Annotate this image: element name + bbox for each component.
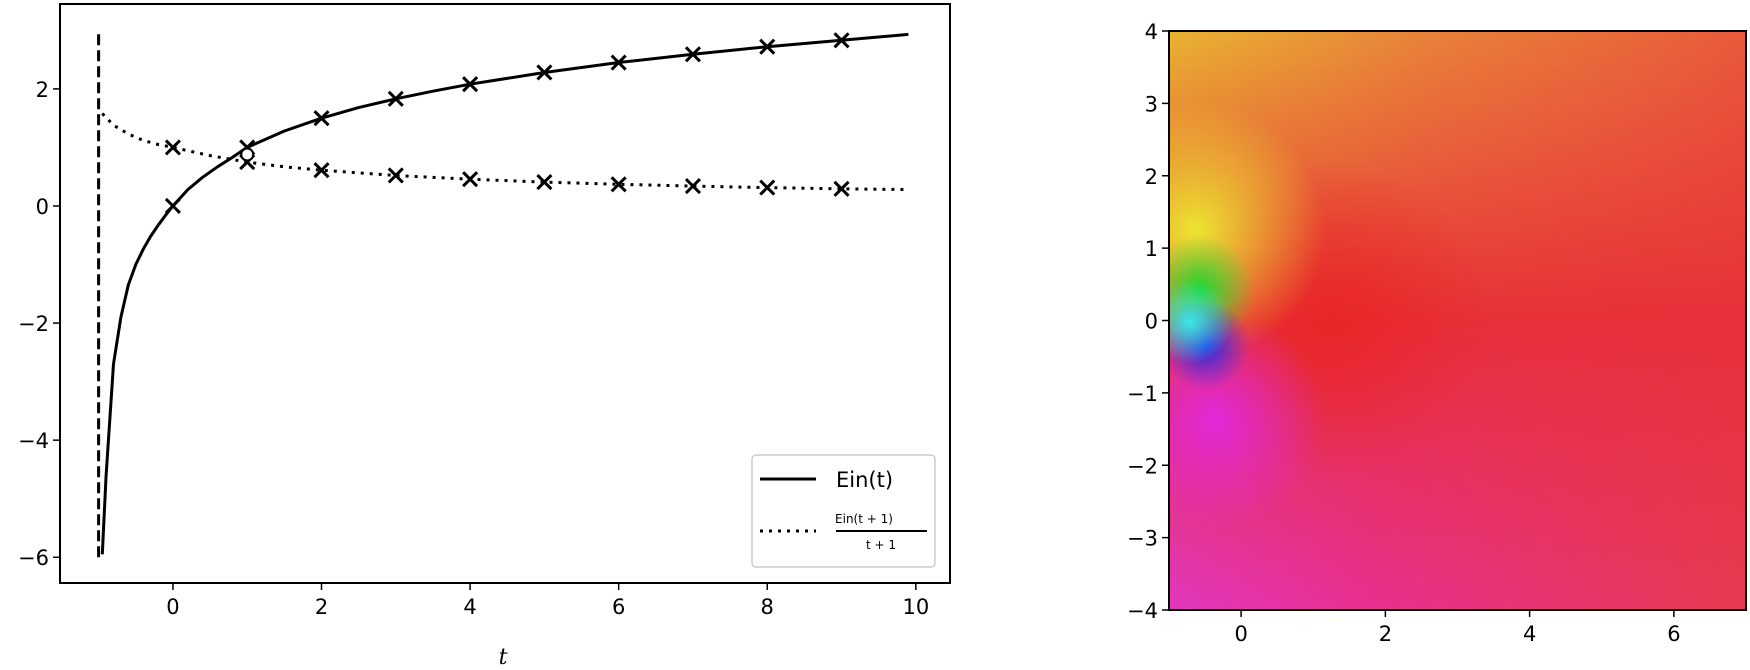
x-marker-icon <box>462 76 479 93</box>
legend-frame <box>751 454 936 568</box>
legend-entry-ratio-denominator: t + 1 <box>866 538 896 552</box>
x-marker-icon <box>759 179 776 196</box>
legend: Ein(t) Ein(t + 1) t + 1 <box>751 454 936 568</box>
legend-entry-ratio-numerator: Ein(t + 1) <box>835 512 893 526</box>
y-tick-label: 1 <box>1145 237 1158 261</box>
domain-coloring-image <box>1169 31 1746 610</box>
x-tick-label: 6 <box>1667 622 1680 646</box>
x-marker-icon <box>610 176 627 193</box>
y-tick-label: 0 <box>1145 310 1158 334</box>
x-tick-label: 6 <box>612 595 625 619</box>
series-line-dotted <box>101 112 909 192</box>
right-chart-y-ticks: −4 −3 −2 −1 0 1 2 3 4 <box>1127 20 1169 623</box>
left-chart: 0 2 4 6 8 10 −6 −4 −2 0 2 t Ein(t) Ein(t + 1) t +… <box>18 3 951 670</box>
y-tick-label: −4 <box>1127 599 1158 623</box>
x-marker-icon <box>536 64 553 81</box>
x-marker-icon <box>462 171 479 188</box>
legend-entry-ein: Ein(t) <box>836 468 893 492</box>
y-tick-label: 2 <box>36 78 49 102</box>
y-tick-label: −2 <box>1127 454 1158 478</box>
right-chart: 0 2 4 6 −4 −3 −2 −1 0 1 2 3 4 <box>1127 20 1747 646</box>
x-marker-icon <box>313 110 330 127</box>
x-tick-label: 4 <box>1523 622 1536 646</box>
x-tick-label: 8 <box>761 595 774 619</box>
x-marker-icon <box>684 46 702 63</box>
x-tick-label: 0 <box>1234 622 1247 646</box>
x-marker-icon <box>164 139 181 156</box>
left-chart-y-ticks: −6 −4 −2 0 2 <box>18 78 60 570</box>
x-marker-icon <box>164 197 181 215</box>
x-tick-label: 2 <box>315 595 328 619</box>
x-marker-icon <box>387 90 404 107</box>
x-marker-icon <box>759 38 776 55</box>
open-circle-marker-icon <box>240 147 255 162</box>
x-marker-icon <box>313 162 330 179</box>
left-chart-x-ticks: 0 2 4 6 8 10 <box>166 583 929 619</box>
x-tick-label: 10 <box>902 595 929 619</box>
x-marker-icon <box>833 180 850 197</box>
y-tick-label: −1 <box>1127 382 1158 406</box>
y-tick-label: 3 <box>1145 92 1158 116</box>
y-tick-label: −6 <box>18 546 49 570</box>
y-tick-label: −4 <box>18 429 49 453</box>
x-tick-label: 2 <box>1379 622 1392 646</box>
y-tick-label: 4 <box>1145 20 1158 44</box>
x-marker-icon <box>610 54 627 71</box>
left-chart-series <box>97 30 909 558</box>
y-tick-label: −3 <box>1127 527 1158 551</box>
x-marker-icon <box>387 167 404 184</box>
y-tick-label: 0 <box>36 195 49 219</box>
right-chart-x-ticks: 0 2 4 6 <box>1234 610 1681 646</box>
left-chart-frame <box>59 3 951 584</box>
x-tick-label: 4 <box>463 595 476 619</box>
series-line-solid <box>100 32 909 555</box>
x-tick-label: 0 <box>166 595 179 619</box>
x-marker-icon <box>833 32 850 49</box>
x-marker-icon <box>684 178 702 195</box>
left-chart-xlabel: t <box>499 645 508 670</box>
x-marker-icon <box>536 174 553 191</box>
y-tick-label: 2 <box>1145 165 1158 189</box>
y-tick-label: −2 <box>18 312 49 336</box>
